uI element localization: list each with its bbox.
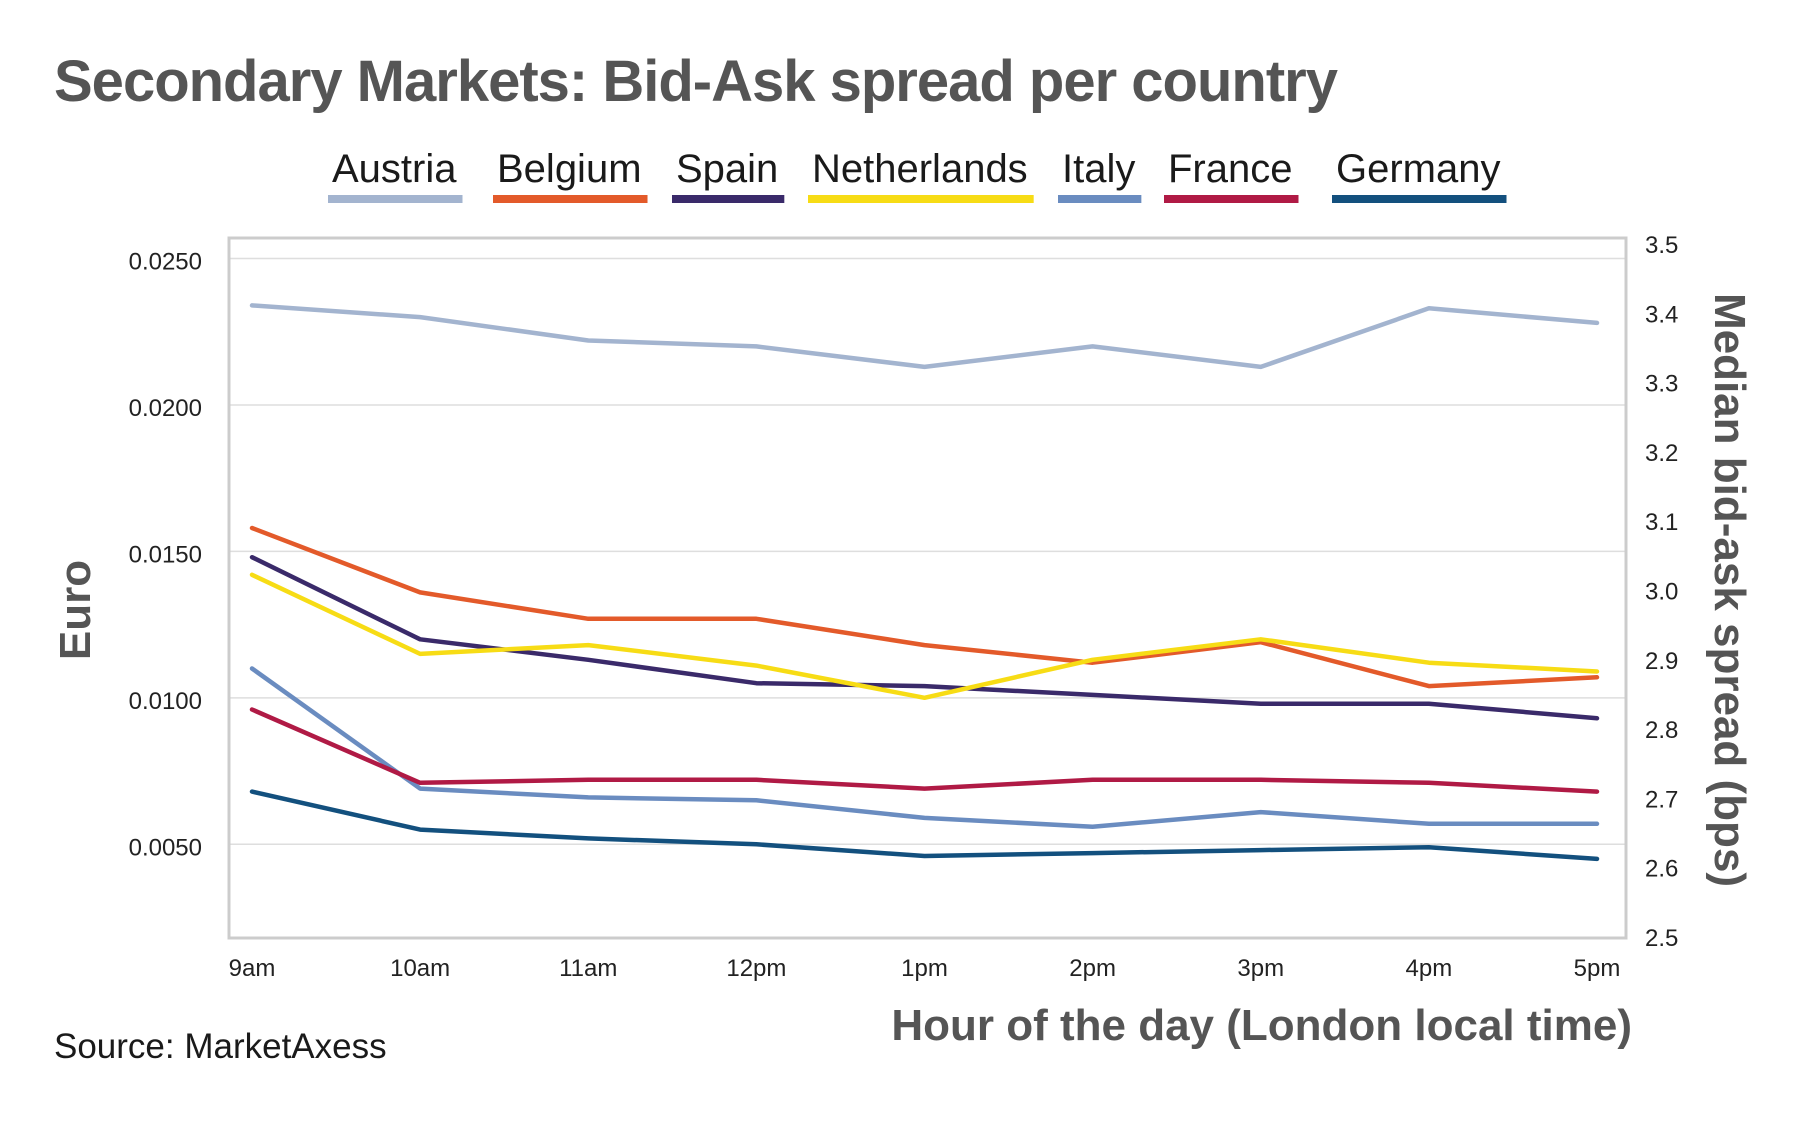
legend-label-italy: Italy bbox=[1062, 147, 1135, 191]
x-tick-label: 5pm bbox=[1574, 955, 1621, 982]
y-right-tick-label: 2.7 bbox=[1645, 786, 1678, 813]
y-right-tick-label: 3.2 bbox=[1645, 440, 1678, 467]
series-lines bbox=[249, 303, 1600, 862]
series-line-germany bbox=[249, 789, 1600, 862]
y-right-tick-label: 3.1 bbox=[1645, 509, 1678, 536]
y-axis-right-ticks: 3.5 3.4 3.3 3.2 3.1 3.0 2.9 2.8 2.7 2.6 2.5 bbox=[1645, 232, 1678, 952]
series-line-austria bbox=[249, 303, 1600, 370]
legend-swatch-belgium bbox=[493, 195, 648, 203]
y-right-tick-label: 3.0 bbox=[1645, 579, 1678, 606]
y-right-tick-label: 3.4 bbox=[1645, 301, 1678, 328]
y-tick-label: 0.0150 bbox=[129, 541, 202, 568]
legend: Austria Belgium Spain Netherlands Italy Franc… bbox=[328, 147, 1507, 203]
series-line-spain bbox=[249, 554, 1600, 721]
y-right-tick-label: 3.3 bbox=[1645, 371, 1678, 398]
chart-title: Secondary Markets: Bid-Ask spread per co… bbox=[54, 49, 1338, 114]
y-axis-left-label: Euro bbox=[51, 560, 100, 660]
y-right-tick-label: 2.9 bbox=[1645, 648, 1678, 675]
x-axis-ticks: 9am 10am 11am 12pm 1pm 2pm 3pm 4pm 5pm bbox=[229, 955, 1621, 982]
x-tick-label: 11am bbox=[559, 955, 617, 982]
y-right-tick-label: 2.8 bbox=[1645, 717, 1678, 744]
legend-swatch-netherlands bbox=[808, 195, 1034, 203]
legend-label-spain: Spain bbox=[676, 147, 778, 191]
x-tick-label: 3pm bbox=[1237, 955, 1284, 982]
series-line-france bbox=[249, 707, 1600, 794]
y-right-tick-label: 2.6 bbox=[1645, 856, 1678, 883]
series-line-netherlands bbox=[249, 572, 1600, 701]
y-axis-left-ticks: 0.0250 0.0200 0.0150 0.0100 0.0050 bbox=[129, 249, 202, 862]
legend-label-austria: Austria bbox=[332, 147, 457, 191]
y-tick-label: 0.0050 bbox=[129, 834, 202, 861]
x-tick-label: 1pm bbox=[901, 955, 948, 982]
x-tick-label: 12pm bbox=[726, 955, 786, 982]
y-right-tick-label: 2.5 bbox=[1645, 925, 1678, 952]
legend-swatch-germany bbox=[1332, 195, 1507, 203]
y-axis-right-label: Median bid-ask spread (bps) bbox=[1705, 293, 1754, 887]
legend-swatch-spain bbox=[672, 195, 785, 203]
y-tick-label: 0.0100 bbox=[129, 688, 202, 715]
legend-swatch-italy bbox=[1058, 195, 1142, 203]
x-tick-label: 10am bbox=[390, 955, 450, 982]
x-tick-label: 2pm bbox=[1069, 955, 1116, 982]
x-tick-label: 4pm bbox=[1406, 955, 1453, 982]
legend-label-netherlands: Netherlands bbox=[812, 147, 1028, 191]
series-line-italy bbox=[249, 666, 1600, 829]
series-line-belgium bbox=[249, 525, 1600, 689]
legend-label-france: France bbox=[1168, 147, 1293, 191]
plot-frame bbox=[227, 236, 1628, 940]
y-right-tick-label: 3.5 bbox=[1645, 232, 1678, 259]
source-note: Source: MarketAxess bbox=[54, 1027, 387, 1066]
legend-label-belgium: Belgium bbox=[497, 147, 642, 191]
legend-label-germany: Germany bbox=[1336, 147, 1501, 191]
y-tick-label: 0.0250 bbox=[129, 249, 202, 276]
x-axis-label: Hour of the day (London local time) bbox=[891, 1001, 1632, 1050]
x-tick-label: 9am bbox=[229, 955, 276, 982]
legend-swatch-austria bbox=[328, 195, 463, 203]
y-tick-label: 0.0200 bbox=[129, 395, 202, 422]
gridlines bbox=[229, 257, 1626, 846]
legend-swatch-france bbox=[1164, 195, 1299, 203]
